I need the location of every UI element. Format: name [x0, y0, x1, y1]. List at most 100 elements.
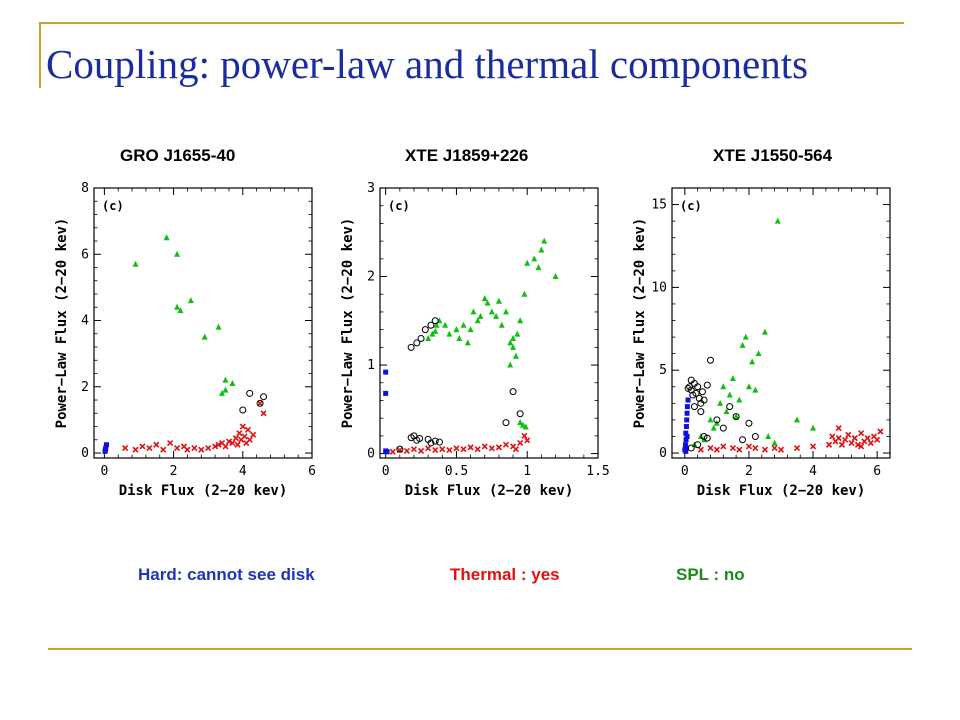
- point-cross: [874, 436, 881, 443]
- point-cross: [877, 428, 884, 435]
- panel-title-gro: GRO J1655-40: [120, 146, 236, 165]
- point-triangle: [222, 386, 229, 393]
- scatter-chart-xte1550: 0 2 4 6 0 5 10 15 (c) Disk Flux (2−20 kev) Power−L…: [632, 187, 891, 499]
- point-square: [684, 417, 690, 423]
- point-cross: [521, 432, 528, 439]
- point-circle: [246, 389, 254, 397]
- point-cross: [229, 440, 236, 447]
- y-axis-label: Power−Law Flux (2−20 kev): [632, 218, 648, 429]
- point-cross: [132, 446, 139, 453]
- panel-title-xte1859: XTE J1859+226: [405, 146, 529, 165]
- y-axis-label: Power−Law Flux (2−20 kev): [54, 218, 70, 429]
- point-triangle: [524, 259, 531, 266]
- point-cross: [793, 444, 801, 452]
- point-square: [684, 433, 690, 439]
- point-triangle: [460, 321, 467, 328]
- point-triangle: [464, 339, 471, 346]
- point-triangle: [765, 432, 772, 439]
- point-square: [103, 442, 109, 448]
- point-cross: [460, 446, 467, 453]
- point-circle: [694, 383, 702, 391]
- point-cross: [239, 423, 246, 430]
- point-triangle: [541, 237, 548, 244]
- point-cross: [232, 435, 239, 442]
- point-triangle: [739, 341, 746, 348]
- point-triangle: [229, 379, 236, 386]
- y-tick-label: 8: [81, 181, 89, 196]
- point-cross: [244, 426, 252, 433]
- x-axis-label: Disk Flux (2−20 kev): [697, 483, 866, 499]
- point-triangle: [215, 323, 222, 330]
- point-triangle: [495, 297, 502, 304]
- point-triangle: [498, 321, 505, 328]
- point-triangle: [429, 330, 436, 337]
- y-tick-label: 6: [81, 247, 89, 262]
- point-triangle: [442, 321, 449, 328]
- point-triangle: [222, 376, 229, 383]
- point-square: [685, 397, 691, 403]
- point-triangle: [484, 299, 491, 306]
- point-triangle: [163, 234, 170, 241]
- point-circle: [427, 321, 435, 329]
- point-cross: [139, 443, 146, 450]
- point-cross: [222, 443, 229, 450]
- y-tick-label: 2: [81, 380, 89, 395]
- point-triangle: [736, 396, 743, 403]
- plot-frame: [671, 187, 891, 459]
- point-triangle: [810, 424, 817, 431]
- point-cross: [838, 441, 845, 448]
- point-triangle: [510, 334, 517, 341]
- point-cross: [417, 447, 425, 454]
- point-triangle: [467, 326, 474, 333]
- point-circle: [239, 406, 247, 414]
- point-triangle: [749, 358, 756, 365]
- point-circle: [719, 424, 727, 432]
- point-triangle: [470, 308, 477, 315]
- point-cross: [425, 445, 432, 452]
- point-circle: [703, 381, 711, 389]
- point-triangle: [481, 295, 488, 302]
- point-cross: [403, 447, 410, 454]
- x-tick-label: 6: [873, 464, 881, 479]
- y-tick-label: 15: [651, 198, 667, 213]
- point-cross: [160, 446, 167, 453]
- y-tick-label: 0: [367, 447, 375, 462]
- point-cross: [432, 446, 439, 454]
- point-square: [683, 445, 689, 451]
- point-triangle: [132, 260, 139, 267]
- point-cross: [697, 446, 704, 453]
- point-triangle: [174, 303, 181, 310]
- point-triangle: [742, 333, 749, 340]
- y-tick-label: 4: [81, 314, 89, 329]
- point-cross: [184, 446, 191, 453]
- point-triangle: [432, 327, 439, 334]
- point-triangle: [446, 330, 453, 337]
- y-tick-label: 2: [367, 270, 375, 285]
- point-circle: [687, 444, 695, 452]
- y-tick-label: 1: [367, 358, 375, 373]
- point-triangle: [521, 290, 528, 297]
- point-triangle: [755, 350, 762, 357]
- point-triangle: [729, 374, 736, 381]
- point-circle: [732, 413, 740, 421]
- point-circle: [413, 339, 421, 347]
- point-cross: [858, 430, 865, 437]
- point-cross: [453, 445, 460, 452]
- point-circle: [509, 388, 517, 396]
- y-tick-label: 0: [659, 446, 667, 461]
- point-circle: [739, 436, 747, 444]
- x-tick-label: 2: [170, 464, 178, 479]
- point-circle: [713, 416, 721, 424]
- point-triangle: [771, 439, 778, 446]
- legend-hard: Hard: cannot see disk: [138, 565, 315, 584]
- point-cross: [191, 444, 198, 452]
- point-cross: [752, 444, 759, 452]
- y-tick-label: 5: [659, 363, 667, 378]
- point-cross: [867, 440, 874, 447]
- point-cross: [173, 444, 181, 452]
- point-triangle: [477, 312, 484, 319]
- point-triangle: [794, 416, 801, 423]
- point-cross: [517, 439, 524, 447]
- point-circle: [687, 376, 695, 384]
- point-cross: [236, 430, 243, 437]
